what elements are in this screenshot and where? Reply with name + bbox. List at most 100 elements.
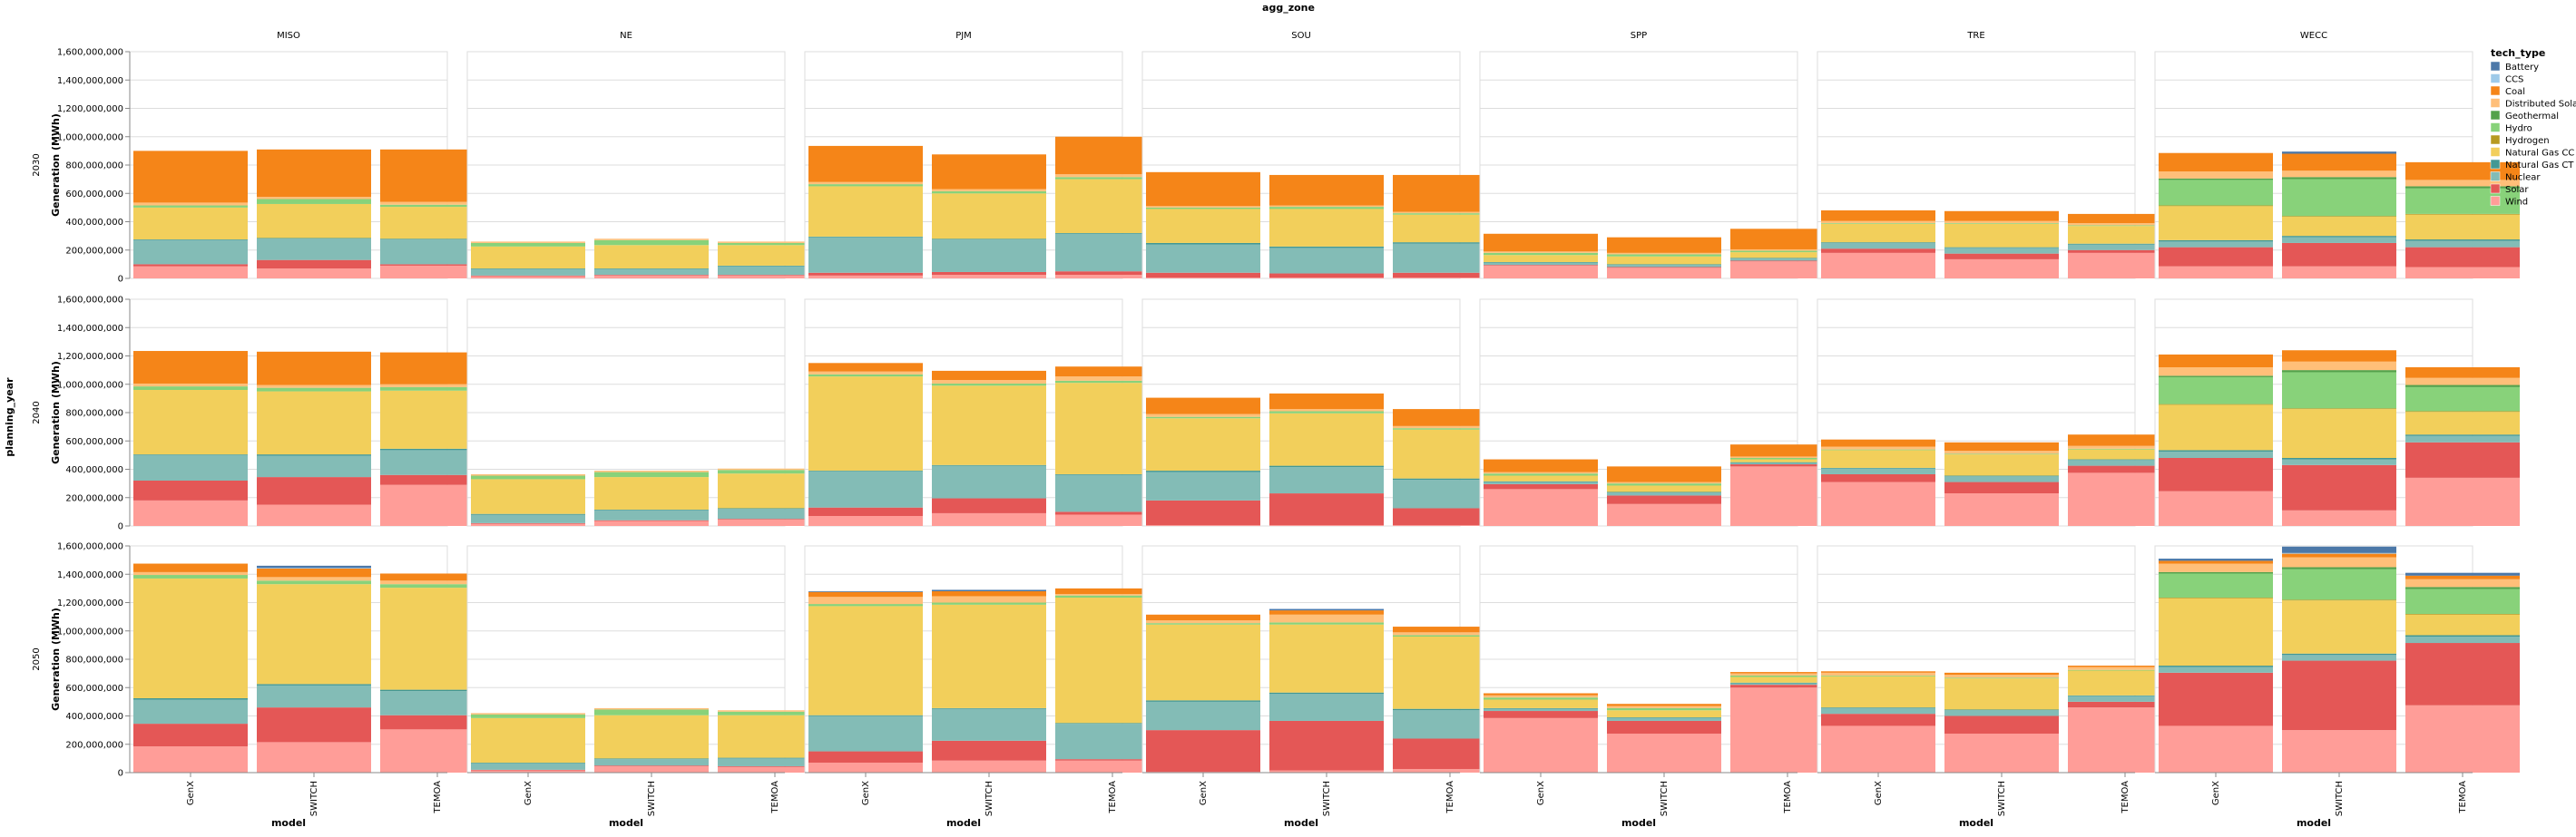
bar-segment-distributed-solar[interactable] [808, 597, 923, 605]
bar-segment-natural-gas-cc[interactable] [1146, 418, 1260, 472]
bar-segment-hydro[interactable] [1821, 223, 1935, 224]
bar-segment-natural-gas-ct[interactable] [718, 757, 832, 759]
bar-segment-nuclear[interactable] [718, 509, 832, 520]
bar-segment-hydro[interactable] [2405, 386, 2520, 412]
bar-segment-natural-gas-ct[interactable] [257, 684, 371, 686]
bar-segment-battery[interactable] [1269, 608, 1384, 611]
bar-segment-natural-gas-ct[interactable] [471, 763, 585, 764]
bar-segment-coal[interactable] [808, 591, 923, 598]
bar-segment-solar[interactable] [808, 507, 923, 517]
bar-segment-hydrogen[interactable] [2159, 205, 2273, 207]
bar-segment-solar[interactable] [1055, 511, 1170, 515]
bar-segment-coal[interactable] [1607, 704, 1721, 706]
bar-segment-nuclear[interactable] [2159, 451, 2273, 458]
bar-segment-wind[interactable] [1607, 268, 1721, 278]
bar-segment-distributed-solar[interactable] [1055, 376, 1170, 381]
bar-segment-hydro[interactable] [718, 242, 832, 246]
bar-segment-coal[interactable] [2159, 354, 2273, 367]
bar-segment-natural-gas-ct[interactable] [133, 454, 248, 455]
bar-segment-nuclear[interactable] [133, 454, 248, 481]
bar-segment-wind[interactable] [1821, 252, 1935, 278]
bar-segment-hydro[interactable] [380, 584, 495, 589]
bar-segment-hydro[interactable] [1146, 416, 1260, 419]
bar-segment-nuclear[interactable] [2068, 696, 2182, 702]
bar-segment-hydro[interactable] [133, 386, 248, 390]
bar-segment-solar[interactable] [718, 519, 832, 520]
bar-segment-battery[interactable] [932, 589, 1046, 591]
bar-segment-wind[interactable] [1821, 725, 1935, 773]
bar-segment-distributed-solar[interactable] [932, 189, 1046, 191]
bar-segment-natural-gas-ct[interactable] [1055, 233, 1170, 234]
bar-segment-natural-gas-ct[interactable] [1269, 465, 1384, 468]
bar-segment-natural-gas-ct[interactable] [471, 513, 585, 515]
bar-segment-hydro[interactable] [471, 242, 585, 247]
bar-segment-coal[interactable] [1730, 444, 1845, 457]
bar-segment-wind[interactable] [1730, 261, 1845, 278]
bar-segment-wind[interactable] [1055, 275, 1170, 278]
bar-segment-nuclear[interactable] [257, 238, 371, 260]
bar-segment-natural-gas-cc[interactable] [471, 246, 585, 269]
bar-segment-distributed-solar[interactable] [808, 181, 923, 185]
bar-segment-coal[interactable] [1393, 409, 1507, 426]
bar-segment-natural-gas-cc[interactable] [133, 207, 248, 240]
bar-segment-natural-gas-ct[interactable] [932, 464, 1046, 466]
bar-segment-natural-gas-ct[interactable] [932, 238, 1046, 240]
bar-segment-hydrogen[interactable] [2405, 411, 2520, 413]
bar-segment-natural-gas-cc[interactable] [1821, 223, 1935, 243]
bar-segment-solar[interactable] [2159, 672, 2273, 726]
bar-segment-battery[interactable] [2405, 572, 2520, 576]
bar-segment-wind[interactable] [1146, 525, 1260, 526]
bar-segment-coal[interactable] [1607, 466, 1721, 482]
bar-segment-hydro[interactable] [808, 184, 923, 187]
bar-segment-natural-gas-cc[interactable] [471, 717, 585, 764]
bar-segment-wind[interactable] [1269, 770, 1384, 773]
bar-segment-coal[interactable] [808, 145, 923, 182]
bar-segment-natural-gas-ct[interactable] [133, 697, 248, 700]
bar-segment-natural-gas-cc[interactable] [2282, 409, 2396, 458]
bar-segment-hydro[interactable] [2282, 179, 2396, 217]
bar-segment-hydro[interactable] [594, 472, 709, 478]
bar-segment-coal[interactable] [932, 591, 1046, 597]
bar-segment-hydro[interactable] [2068, 448, 2182, 450]
bar-segment-natural-gas-cc[interactable] [1730, 252, 1845, 258]
bar-segment-hydro[interactable] [1730, 675, 1845, 677]
bar-segment-natural-gas-cc[interactable] [1146, 209, 1260, 243]
bar-segment-nuclear[interactable] [1944, 248, 2059, 254]
bar-segment-solar[interactable] [1055, 271, 1170, 276]
bar-segment-solar[interactable] [718, 275, 832, 276]
bar-segment-solar[interactable] [133, 264, 248, 267]
bar-segment-nuclear[interactable] [1607, 717, 1721, 721]
bar-segment-hydro[interactable] [1269, 622, 1384, 625]
bar-segment-natural-gas-ct[interactable] [2159, 666, 2273, 667]
bar-segment-distributed-solar[interactable] [257, 384, 371, 388]
bar-segment-wind[interactable] [2405, 267, 2520, 279]
bar-segment-nuclear[interactable] [1730, 258, 1845, 261]
bar-segment-solar[interactable] [1944, 715, 2059, 735]
bar-segment-coal[interactable] [2282, 350, 2396, 362]
bar-segment-distributed-solar[interactable] [1821, 672, 1935, 676]
bar-segment-solar[interactable] [471, 275, 585, 277]
bar-segment-natural-gas-ct[interactable] [808, 471, 923, 472]
bar-segment-wind[interactable] [1944, 734, 2059, 773]
bar-segment-natural-gas-ct[interactable] [718, 265, 832, 267]
bar-segment-hydro[interactable] [1730, 250, 1845, 253]
bar-segment-hydro[interactable] [1944, 453, 2059, 455]
bar-segment-wind[interactable] [1821, 482, 1935, 526]
bar-segment-coal[interactable] [1269, 393, 1384, 410]
bar-segment-nuclear[interactable] [133, 699, 248, 725]
bar-segment-solar[interactable] [1730, 464, 1845, 467]
bar-segment-solar[interactable] [257, 707, 371, 743]
bar-segment-coal[interactable] [1146, 614, 1260, 621]
bar-segment-natural-gas-cc[interactable] [1944, 223, 2059, 248]
bar-segment-solar[interactable] [471, 769, 585, 771]
bar-segment-natural-gas-cc[interactable] [1944, 454, 2059, 476]
bar-segment-natural-gas-cc[interactable] [2405, 214, 2520, 240]
bar-segment-solar[interactable] [2282, 660, 2396, 731]
bar-segment-hydro[interactable] [471, 714, 585, 718]
bar-segment-natural-gas-cc[interactable] [2405, 412, 2520, 435]
bar-segment-nuclear[interactable] [1607, 492, 1721, 496]
bar-segment-natural-gas-ct[interactable] [1821, 467, 1935, 469]
bar-segment-natural-gas-cc[interactable] [808, 606, 923, 715]
bar-segment-natural-gas-cc[interactable] [2068, 449, 2182, 460]
bar-segment-hydrogen[interactable] [2159, 404, 2273, 405]
